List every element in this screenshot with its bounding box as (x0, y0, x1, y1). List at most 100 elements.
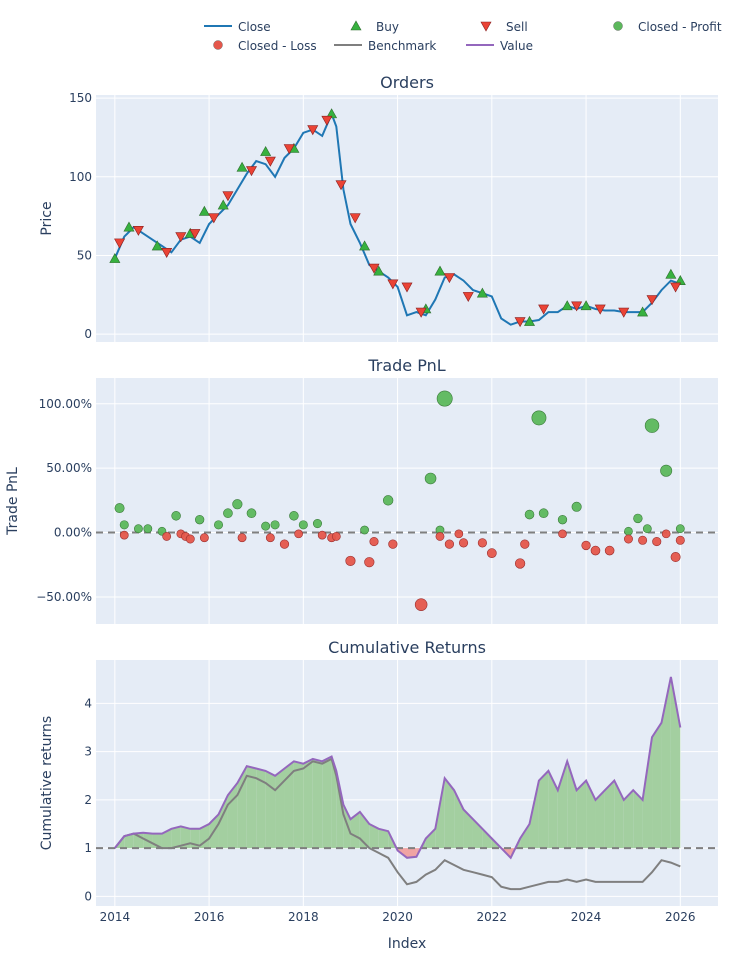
loss-point (581, 540, 591, 551)
x-tick-label: 2018 (288, 910, 319, 924)
legend-item-buy: Buy (350, 20, 399, 34)
plot-area-2 (96, 378, 718, 624)
legend-item-sell: Sell (480, 20, 528, 34)
buy-marker (524, 315, 536, 326)
y-tick-label: 3 (84, 745, 92, 759)
y-tick-label: 50 (77, 248, 92, 262)
profit-point (246, 508, 257, 519)
profit-point (633, 513, 643, 524)
legend-label: Value (500, 39, 533, 53)
buy-marker (674, 275, 686, 285)
sell-marker (368, 263, 380, 274)
loss-point (454, 529, 464, 539)
gain-fill (463, 809, 473, 849)
y-tick-label: 50.00% (46, 461, 92, 475)
panel-title: Trade PnL (367, 356, 445, 375)
buy-marker (326, 108, 338, 119)
legend-item-value: Value (466, 39, 533, 53)
sell-marker (307, 125, 319, 136)
buy-marker (198, 205, 210, 216)
y-tick-label: 100.00% (39, 397, 92, 411)
gain-fill (237, 766, 247, 849)
gain-fill (199, 824, 210, 849)
profit-point (261, 521, 271, 531)
profit-point (660, 464, 673, 477)
y-tick-label: 2 (84, 793, 92, 807)
profit-point (531, 410, 547, 426)
gain-fill (303, 758, 313, 849)
y-tick-label: −50.00% (36, 590, 92, 604)
x-tick-label: 2022 (477, 910, 508, 924)
sell-marker (670, 282, 682, 293)
gain-fill (161, 828, 172, 849)
legend-swatch-buy-icon (350, 20, 362, 31)
profit-point (571, 501, 582, 512)
loss-point (558, 529, 567, 539)
gain-fill (472, 819, 483, 849)
profit-point (298, 520, 308, 530)
panel-title: Orders (380, 73, 434, 92)
plot-area-3 (96, 660, 718, 906)
loss-point (414, 598, 428, 611)
sell-marker (401, 282, 413, 293)
buy-marker (236, 161, 248, 172)
y-tick-label: 1 (84, 841, 92, 855)
loss-fill (407, 848, 417, 858)
profit-point (134, 524, 143, 534)
sell-marker (349, 213, 361, 224)
gain-fill (171, 826, 181, 849)
x-tick-label: 2024 (571, 910, 602, 924)
gain-fill (322, 756, 332, 849)
loss-point (199, 533, 209, 543)
buy-marker (217, 199, 229, 210)
legend-item-closed-loss: Closed - Loss (213, 39, 317, 53)
legend-label: Closed - Profit (638, 20, 722, 34)
buy-marker (665, 268, 677, 279)
buy-marker (151, 240, 163, 251)
profit-point (642, 524, 652, 534)
panel-title: Cumulative Returns (328, 638, 486, 657)
loss-point (279, 539, 290, 549)
gain-fill (227, 783, 238, 849)
gain-fill (425, 828, 436, 849)
loss-point (477, 538, 487, 548)
loss-point (388, 539, 398, 549)
profit-point (214, 520, 224, 530)
gain-fill (520, 824, 530, 849)
sell-marker (321, 115, 333, 126)
gain-fill (661, 676, 671, 849)
gain-fill (180, 826, 191, 849)
gain-fill (623, 790, 634, 849)
legend-item-close: Close (204, 20, 271, 34)
loss-point (369, 537, 379, 547)
gain-fill (256, 768, 266, 849)
sell-marker (222, 191, 234, 202)
loss-point (661, 529, 671, 539)
legend-swatch-circle (613, 21, 623, 31)
loss-point (435, 532, 445, 541)
sell-marker (443, 273, 455, 284)
gain-fill (604, 780, 615, 849)
profit-point (289, 511, 299, 521)
loss-point (486, 548, 497, 559)
y-tick-label: 150 (69, 91, 92, 105)
gain-fill (275, 768, 285, 849)
loss-point (345, 555, 356, 566)
loss-point (604, 545, 615, 556)
sell-marker (514, 317, 526, 328)
plot-area-1 (96, 95, 718, 342)
profit-point (557, 515, 568, 525)
gain-fill (642, 737, 653, 849)
loss-point (590, 545, 601, 556)
profit-point (232, 499, 243, 510)
loss-point (458, 538, 469, 548)
gain-fill (595, 790, 605, 849)
profit-point (424, 472, 437, 485)
gain-fill (293, 761, 304, 849)
loss-point (444, 539, 455, 549)
sell-marker (618, 307, 630, 318)
sell-marker (283, 144, 295, 155)
sell-marker (132, 225, 144, 236)
gain-fill (378, 828, 389, 849)
